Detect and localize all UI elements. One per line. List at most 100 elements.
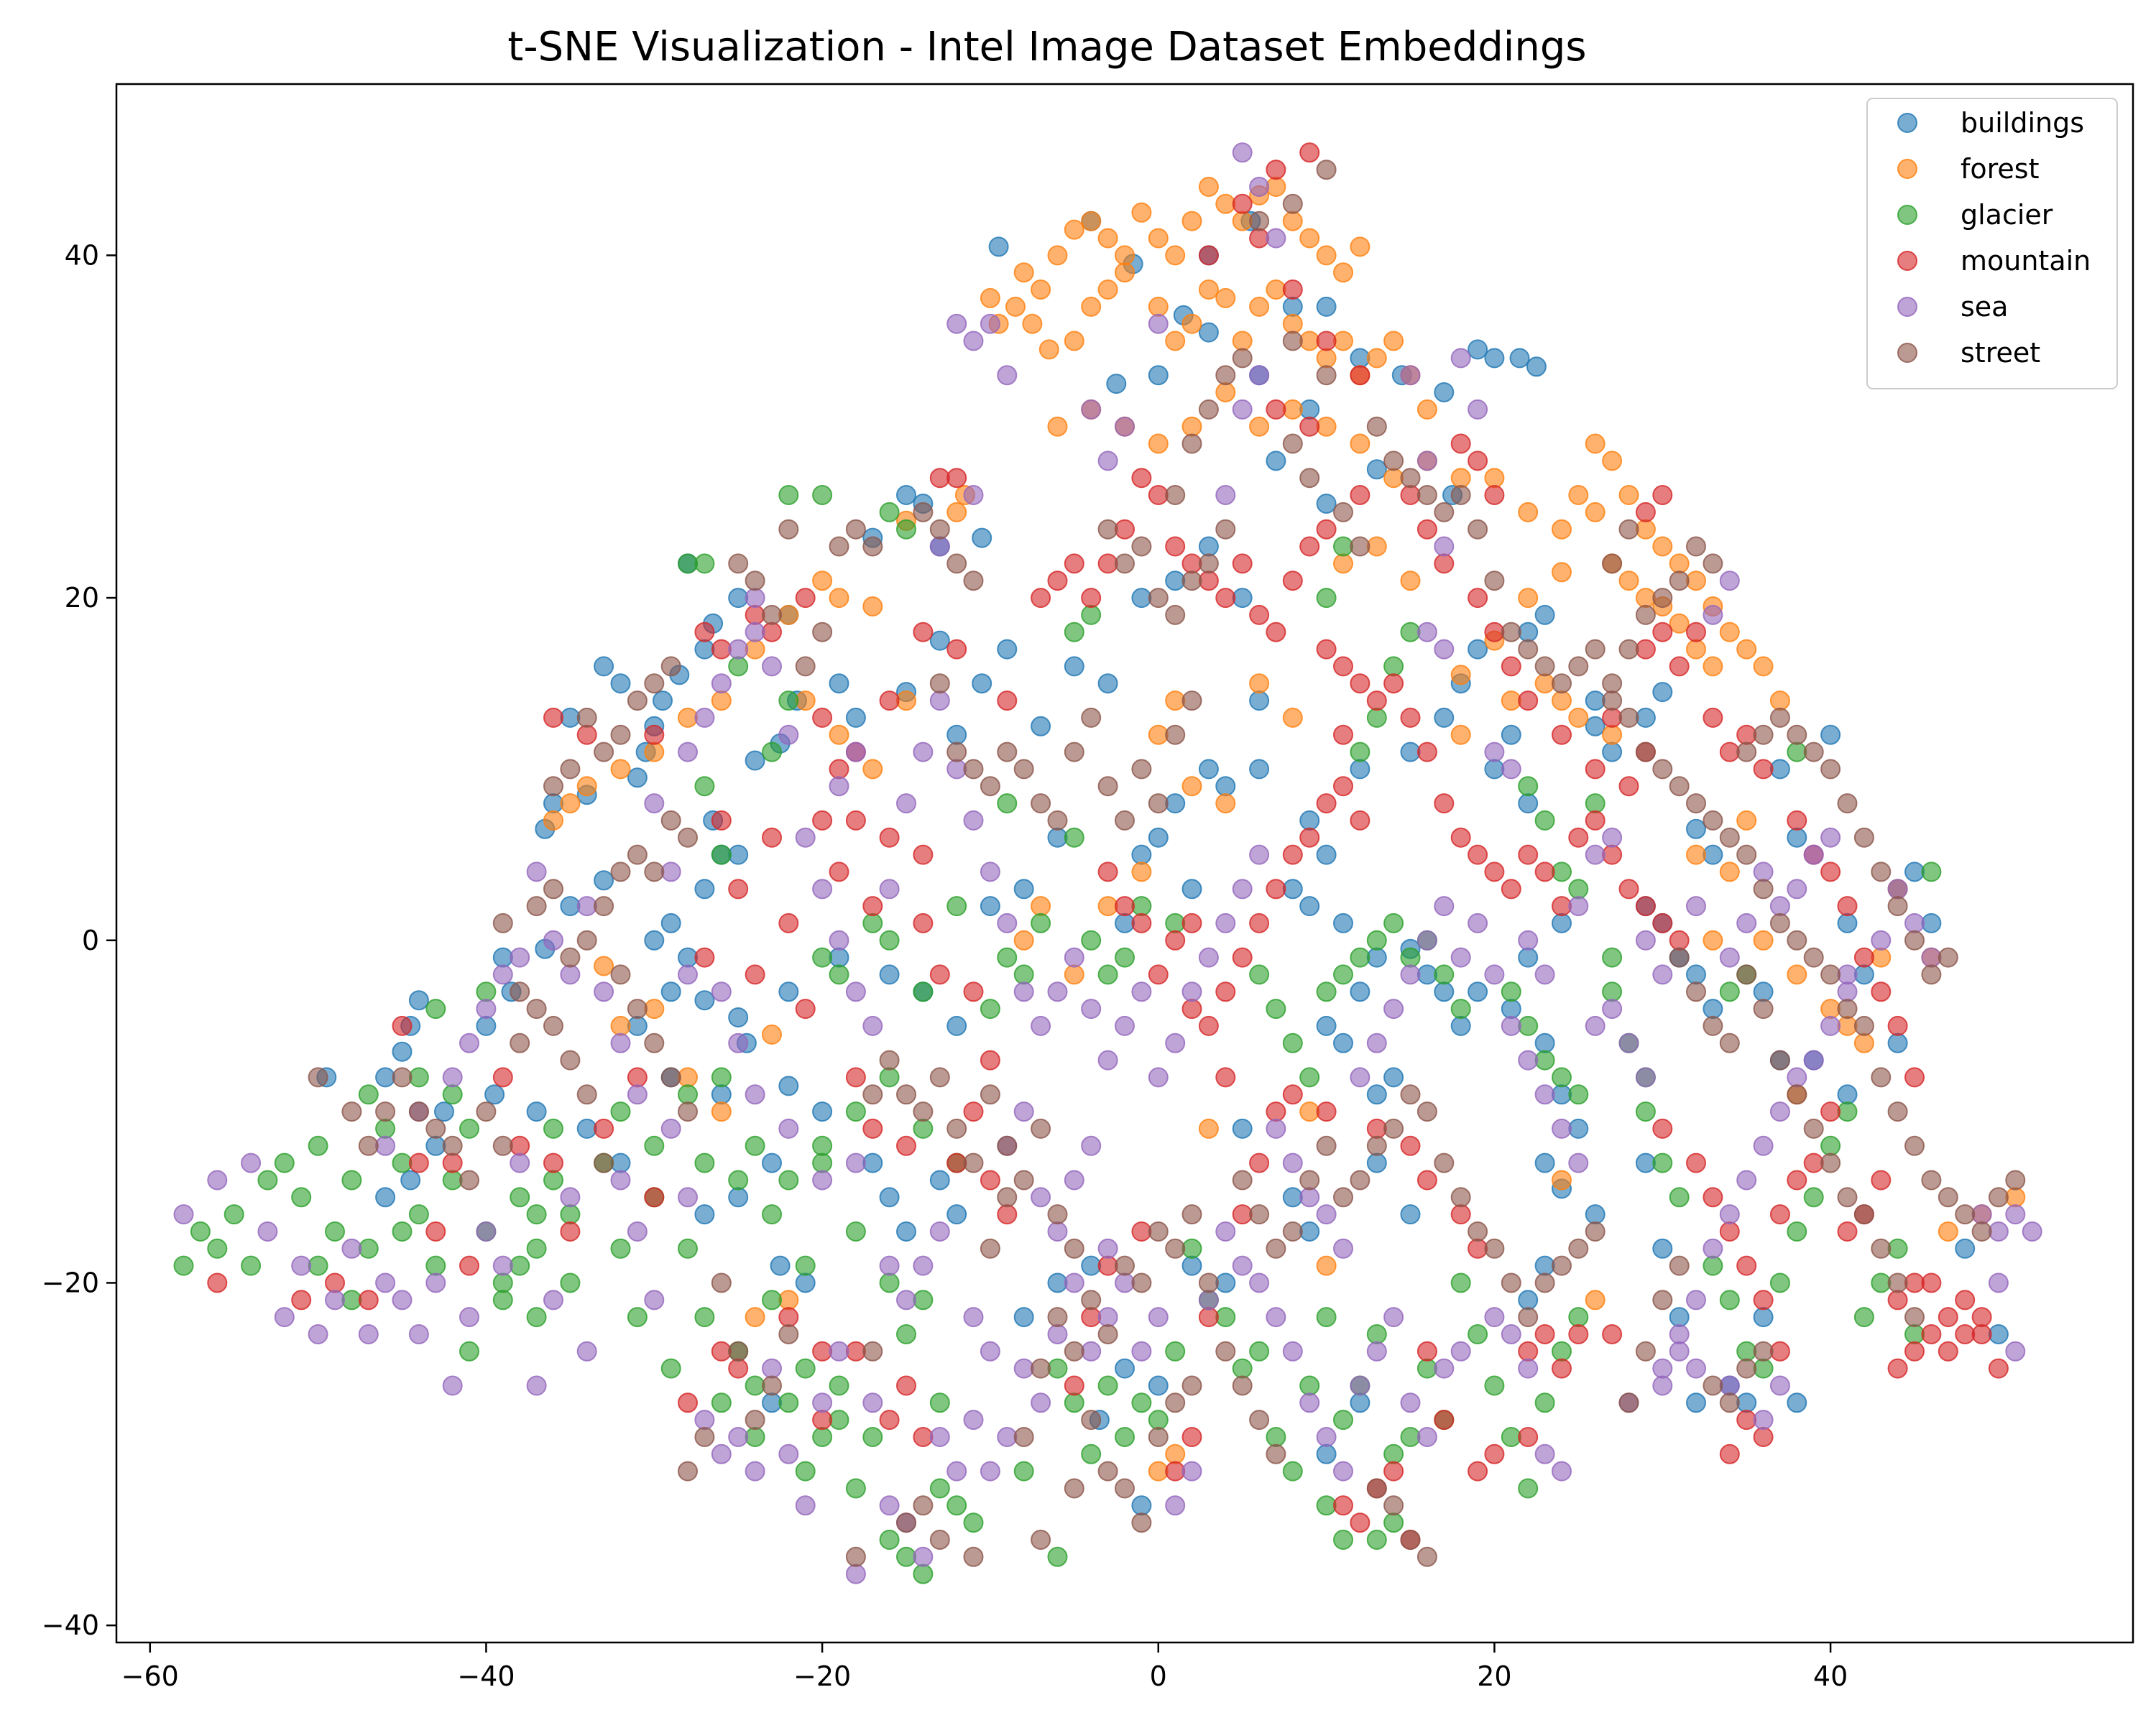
point-street bbox=[1534, 1272, 1555, 1293]
point-street bbox=[1736, 964, 1757, 985]
legend-marker-mountain bbox=[1897, 251, 1917, 271]
point-sea bbox=[1148, 313, 1169, 334]
point-buildings bbox=[660, 912, 681, 933]
point-buildings bbox=[1350, 981, 1370, 1002]
point-mountain bbox=[678, 1392, 698, 1413]
point-buildings bbox=[929, 630, 950, 651]
point-forest bbox=[1316, 416, 1337, 437]
legend-label-street: street bbox=[1961, 337, 2040, 369]
point-glacier bbox=[694, 776, 715, 797]
point-mountain bbox=[1316, 793, 1337, 814]
point-street bbox=[1787, 724, 1807, 745]
point-street bbox=[1552, 1255, 1572, 1276]
point-glacier bbox=[1904, 1324, 1925, 1344]
point-street bbox=[1181, 433, 1202, 454]
point-forest bbox=[1669, 553, 1690, 574]
point-mountain bbox=[576, 724, 597, 745]
point-mountain bbox=[913, 844, 934, 865]
point-glacier bbox=[879, 930, 900, 951]
point-forest bbox=[1038, 339, 1059, 360]
point-sea bbox=[1686, 1290, 1706, 1311]
point-sea bbox=[1635, 1067, 1656, 1088]
point-buildings bbox=[1215, 1272, 1236, 1293]
point-sea bbox=[1249, 844, 1270, 865]
point-sea bbox=[660, 861, 681, 882]
point-mountain bbox=[1955, 1290, 1976, 1311]
point-buildings bbox=[560, 707, 581, 728]
point-glacier bbox=[829, 1410, 849, 1431]
point-buildings bbox=[1148, 1375, 1169, 1396]
point-forest bbox=[1585, 502, 1606, 522]
point-sea bbox=[1232, 879, 1253, 900]
point-glacier bbox=[1047, 1546, 1068, 1567]
point-mountain bbox=[1148, 964, 1169, 985]
point-forest bbox=[1031, 896, 1051, 917]
point-mountain bbox=[1282, 1084, 1303, 1105]
point-buildings bbox=[1526, 356, 1547, 377]
point-sea bbox=[745, 588, 765, 609]
point-street bbox=[929, 519, 950, 540]
point-sea bbox=[594, 981, 614, 1002]
point-glacier bbox=[896, 519, 916, 540]
point-sea bbox=[1703, 1238, 1723, 1259]
point-street bbox=[1686, 981, 1706, 1002]
point-street bbox=[1282, 331, 1303, 351]
point-forest bbox=[1719, 622, 1740, 642]
point-mountain bbox=[1165, 930, 1186, 951]
point-sea bbox=[1064, 1170, 1084, 1191]
point-mountain bbox=[543, 1152, 563, 1173]
point-buildings bbox=[660, 981, 681, 1002]
point-mountain bbox=[1181, 999, 1202, 1020]
point-glacier bbox=[1366, 1530, 1387, 1550]
point-mountain bbox=[1938, 1341, 1958, 1362]
point-forest bbox=[1366, 536, 1387, 557]
point-mountain bbox=[1518, 690, 1539, 711]
point-buildings bbox=[576, 1118, 597, 1139]
point-glacier bbox=[408, 1204, 429, 1225]
point-glacier bbox=[644, 1135, 665, 1156]
point-mountain bbox=[1652, 622, 1673, 642]
point-sea bbox=[1266, 1118, 1286, 1139]
point-mountain bbox=[1181, 1427, 1202, 1447]
point-sea bbox=[1484, 741, 1505, 762]
point-forest bbox=[678, 707, 698, 728]
point-street bbox=[1803, 947, 1824, 968]
point-buildings bbox=[728, 1187, 749, 1208]
point-street bbox=[963, 1546, 984, 1567]
point-street bbox=[1468, 1221, 1488, 1242]
point-glacier bbox=[392, 1221, 413, 1242]
point-buildings bbox=[1115, 1358, 1135, 1379]
point-glacier bbox=[795, 1461, 816, 1482]
point-mountain bbox=[1787, 810, 1807, 831]
point-street bbox=[1064, 1238, 1084, 1259]
point-glacier bbox=[610, 1238, 631, 1259]
point-buildings bbox=[829, 947, 849, 968]
legend-label-buildings: buildings bbox=[1961, 107, 2084, 139]
point-street bbox=[576, 930, 597, 951]
point-glacier bbox=[1534, 1392, 1555, 1413]
point-glacier bbox=[812, 485, 833, 505]
point-street bbox=[1904, 1307, 1925, 1328]
point-street bbox=[627, 999, 648, 1020]
point-street bbox=[1753, 724, 1774, 745]
point-street bbox=[745, 1410, 765, 1431]
point-mountain bbox=[1115, 896, 1135, 917]
point-buildings bbox=[879, 964, 900, 985]
point-street bbox=[1013, 1170, 1034, 1191]
point-buildings bbox=[1837, 912, 1858, 933]
point-mountain bbox=[1938, 1307, 1958, 1328]
point-sea bbox=[1652, 1358, 1673, 1379]
point-forest bbox=[1400, 570, 1421, 591]
point-sea bbox=[1013, 1358, 1034, 1379]
point-glacier bbox=[711, 1392, 732, 1413]
point-sea bbox=[1719, 1375, 1740, 1396]
point-mountain bbox=[1468, 1238, 1488, 1259]
point-sea bbox=[627, 1084, 648, 1105]
point-street bbox=[1703, 810, 1723, 831]
point-sea bbox=[1769, 1101, 1790, 1122]
point-mountain bbox=[1215, 1067, 1236, 1088]
point-street bbox=[1635, 741, 1656, 762]
point-glacier bbox=[678, 1238, 698, 1259]
point-street bbox=[644, 861, 665, 882]
point-buildings bbox=[1988, 1324, 2009, 1344]
